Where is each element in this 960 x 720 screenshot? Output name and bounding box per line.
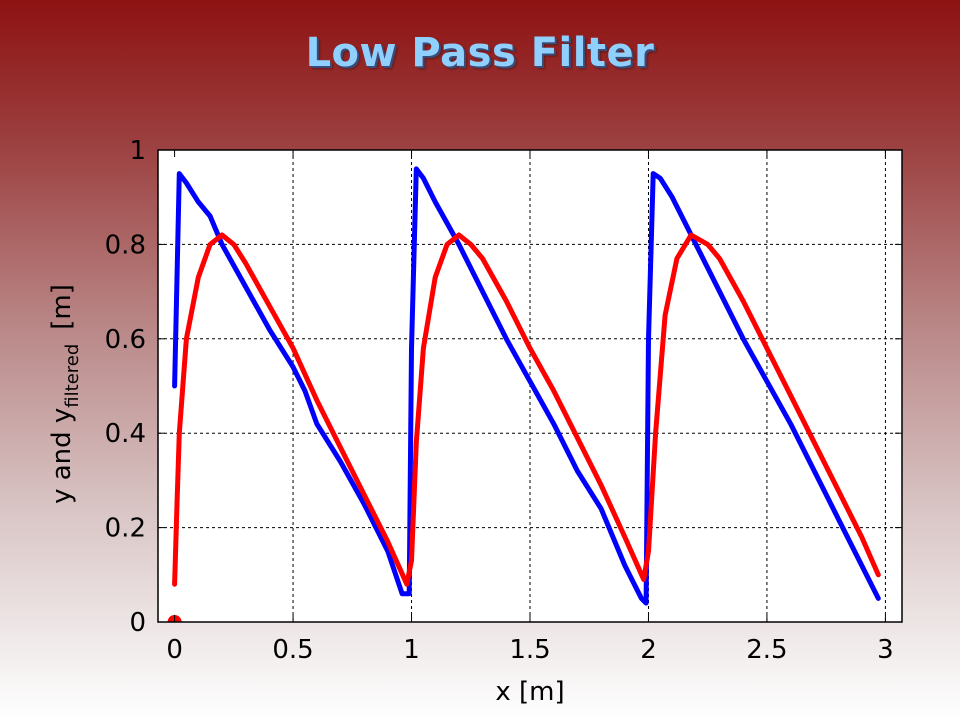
y-axis-label-subscript: filtered (62, 344, 83, 408)
y-tick-label: 0.4 (105, 419, 146, 449)
y-tick-label: 0.8 (105, 230, 146, 260)
x-axis-label: x [m] (495, 677, 564, 707)
y-axis-label: y and yfiltered [m] (47, 284, 83, 504)
x-tick-label: 2 (640, 635, 657, 665)
x-tick-label: 1.5 (509, 635, 550, 665)
x-tick-label: 3 (877, 635, 894, 665)
series-line-1 (172, 166, 881, 606)
x-tick-label: 0.5 (272, 635, 313, 665)
series-line-2 (172, 232, 881, 587)
y-tick-label: 1 (129, 136, 146, 166)
slide-title: Low Pass Filter (305, 30, 655, 76)
y-axis-label-unit: [m] (47, 284, 77, 330)
y-tick-label: 0 (129, 608, 146, 638)
y-tick-label: 0.6 (105, 325, 146, 355)
x-tick-label: 0 (166, 635, 183, 665)
y-tick-label: 0.2 (105, 514, 146, 544)
x-tick-label: 2.5 (746, 635, 787, 665)
x-tick-label: 1 (403, 635, 420, 665)
y-axis-label-main: y and y (47, 408, 77, 504)
